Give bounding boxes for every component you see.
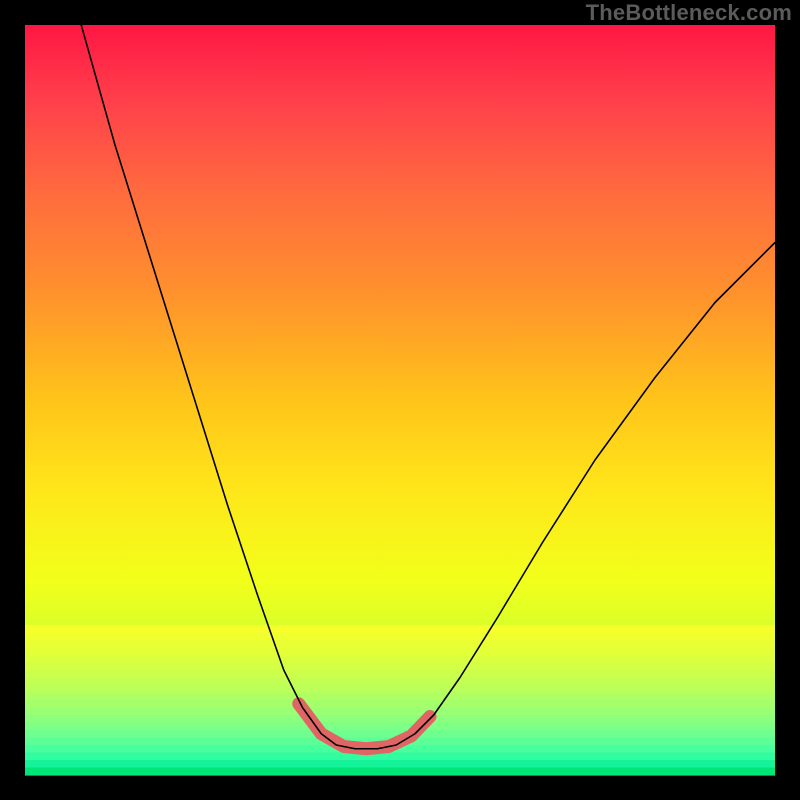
color-band (25, 685, 775, 693)
color-band (25, 633, 775, 641)
color-band (25, 663, 775, 671)
color-band (25, 715, 775, 723)
bottom-color-bands (25, 625, 775, 776)
color-band (25, 768, 775, 776)
color-band (25, 753, 775, 761)
color-band (25, 640, 775, 648)
color-band (25, 708, 775, 716)
color-band (25, 648, 775, 656)
chart-frame: { "meta": { "watermark_text": "TheBottle… (0, 0, 800, 800)
color-band (25, 655, 775, 663)
color-band (25, 670, 775, 678)
color-band (25, 723, 775, 731)
color-band (25, 760, 775, 768)
watermark-text: TheBottleneck.com (586, 0, 792, 26)
bottleneck-chart (0, 0, 800, 800)
color-band (25, 693, 775, 701)
color-band (25, 678, 775, 686)
color-band (25, 625, 775, 633)
color-band (25, 700, 775, 708)
